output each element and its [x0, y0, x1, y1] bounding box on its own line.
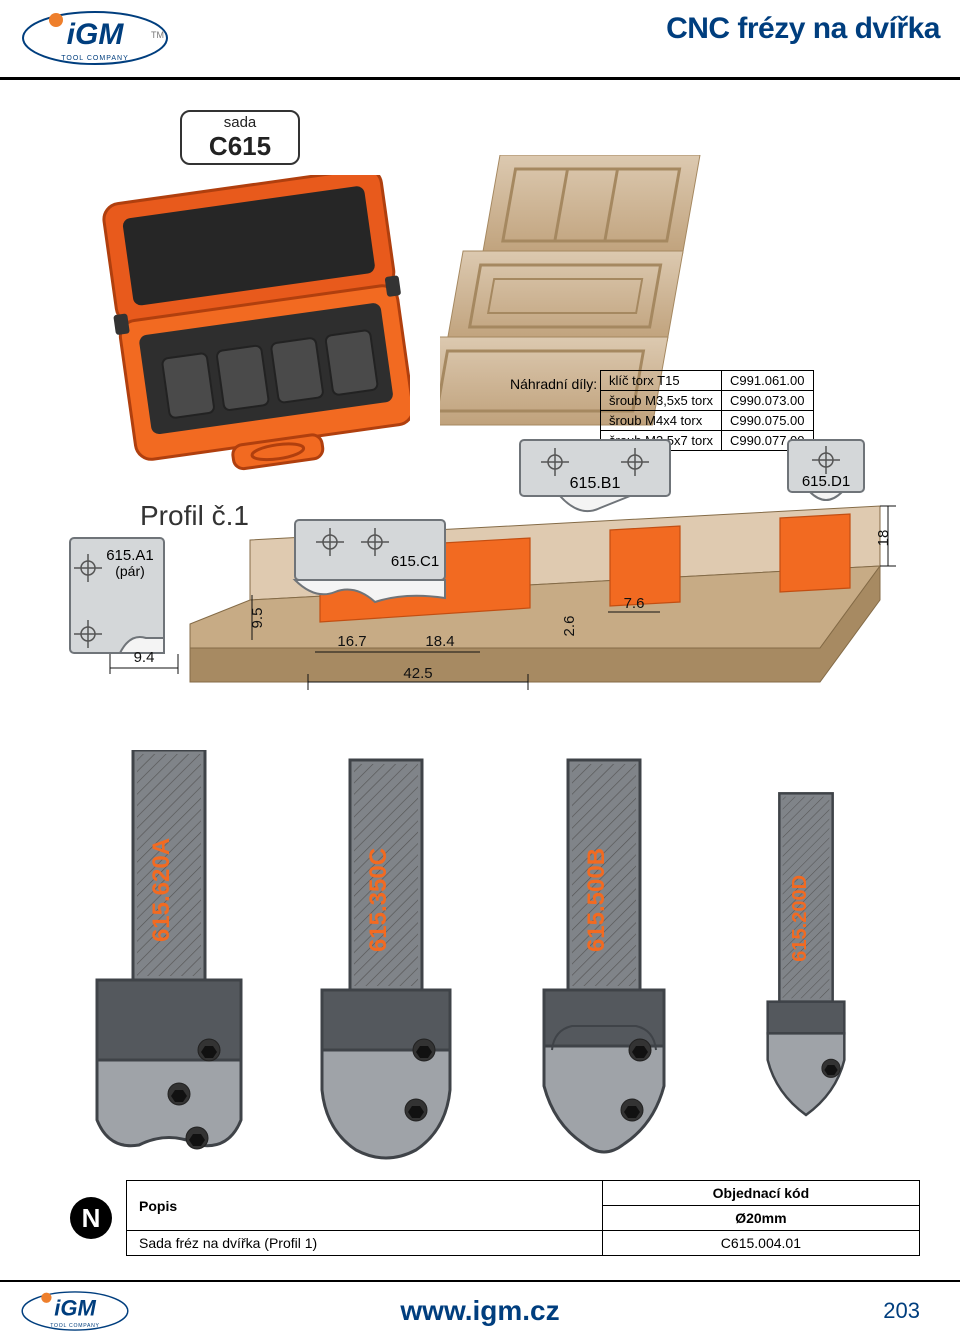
igm-logo: iGM TM TOOL COMPANY: [20, 8, 170, 68]
page-number: 203: [883, 1298, 920, 1324]
order-table-section: N Popis Objednací kód Ø20mm Sada fréz na…: [70, 1180, 920, 1256]
col-header-desc: Popis: [127, 1181, 603, 1231]
footer-url: www.igm.cz: [400, 1295, 559, 1327]
page-header: iGM TM TOOL COMPANY CNC frézy na dvířka: [0, 0, 960, 80]
bit-code-label: 615.350C: [365, 848, 392, 952]
svg-text:TOOL COMPANY: TOOL COMPANY: [50, 1323, 99, 1329]
svg-text:TOOL COMPANY: TOOL COMPANY: [61, 55, 129, 62]
bit-code-label: 615.200D: [789, 875, 811, 962]
dim-9-4: 9.4: [134, 649, 155, 666]
page-footer: iGM TOOL COMPANY www.igm.cz 203: [0, 1280, 960, 1340]
router-bits-row: 615.620A 615.350C 615.500B: [60, 740, 900, 1170]
knife-c-label: 615.C1: [391, 553, 439, 570]
svg-text:iGM: iGM: [67, 18, 125, 51]
igm-logo-footer: iGM TOOL COMPANY: [20, 1289, 130, 1333]
bit-615-620a: 615.620A: [79, 750, 259, 1170]
dim-16-7: 16.7: [337, 633, 366, 650]
bit-615-200d: 615.200D: [731, 750, 881, 1170]
profile-diagram: 615.A1 (pár) 615.C1 615.B1 615.D1: [60, 430, 900, 730]
page-title: CNC frézy na dvířka: [666, 12, 940, 46]
spare-parts-label: Náhradní díly:: [510, 376, 597, 392]
knife-a-label: 615.A1: [106, 547, 154, 564]
table-row: klíč torx T15C991.061.00: [601, 371, 814, 391]
mid-section: sada C615: [0, 80, 960, 480]
bit-615-500b: 615.500B: [514, 750, 694, 1170]
bit-615-350c: 615.350C: [296, 750, 476, 1170]
dim-7-6: 7.6: [624, 595, 645, 612]
table-row: Sada fréz na dvířka (Profil 1) C615.004.…: [127, 1231, 920, 1256]
knife-d-label: 615.D1: [802, 473, 850, 490]
svg-text:TM: TM: [151, 30, 164, 40]
table-row: šroub M4x4 torxC990.075.00: [601, 411, 814, 431]
col-header-shank: Ø20mm: [602, 1206, 919, 1231]
sada-badge: sada C615: [180, 110, 300, 165]
bit-code-label: 615.500B: [583, 848, 610, 952]
bit-code-label: 615.620A: [148, 838, 175, 942]
sada-label: sada: [182, 114, 298, 131]
sada-code: C615: [182, 131, 298, 162]
dim-18: 18: [875, 530, 892, 547]
dim-2-6: 2.6: [561, 616, 578, 637]
dim-18-4: 18.4: [425, 633, 454, 650]
svg-text:iGM: iGM: [54, 1295, 96, 1320]
order-table: Popis Objednací kód Ø20mm Sada fréz na d…: [126, 1180, 920, 1256]
knife-b-label: 615.B1: [570, 475, 621, 492]
dim-42-5: 42.5: [403, 665, 432, 682]
knife-a-sub: (pár): [115, 563, 145, 579]
n-badge: N: [70, 1197, 112, 1239]
table-row: šroub M3,5x5 torxC990.073.00: [601, 391, 814, 411]
col-header-code: Objednací kód: [602, 1181, 919, 1206]
